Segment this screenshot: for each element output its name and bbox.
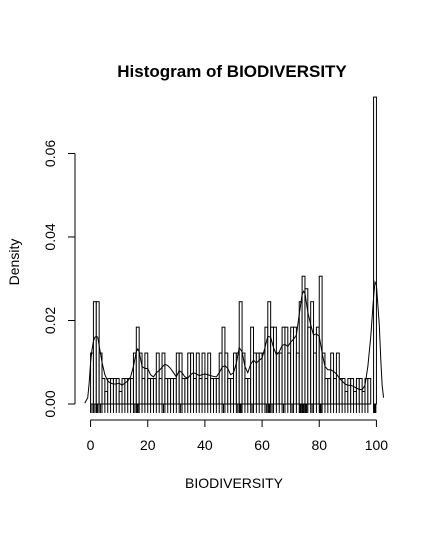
x-tick-label: 80 <box>311 437 327 453</box>
bars-layer <box>90 96 377 405</box>
y-axis: 0.00 0.02 0.04 0.06 <box>42 140 76 418</box>
x-tick-label: 100 <box>365 437 389 453</box>
chart-title: Histogram of BIODIVERSITY <box>117 62 347 81</box>
x-axis: 0 20 40 60 80 100 <box>87 419 389 453</box>
density-curve <box>84 280 385 404</box>
histogram-bar <box>373 96 377 405</box>
y-tick-label: 0.02 <box>42 307 58 334</box>
y-tick-label: 0.06 <box>42 140 58 167</box>
x-tick-label: 0 <box>87 437 95 453</box>
y-tick-label: 0.04 <box>42 223 58 250</box>
y-axis-label: Density <box>6 239 22 286</box>
histogram-bar <box>367 378 372 405</box>
y-tick-label: 0.00 <box>42 390 58 417</box>
x-tick-label: 60 <box>254 437 270 453</box>
x-axis-label: BIODIVERSITY <box>185 475 284 491</box>
x-tick-label: 40 <box>197 437 213 453</box>
rug-layer <box>90 404 377 413</box>
x-tick-label: 20 <box>140 437 156 453</box>
density-layer <box>84 280 385 404</box>
